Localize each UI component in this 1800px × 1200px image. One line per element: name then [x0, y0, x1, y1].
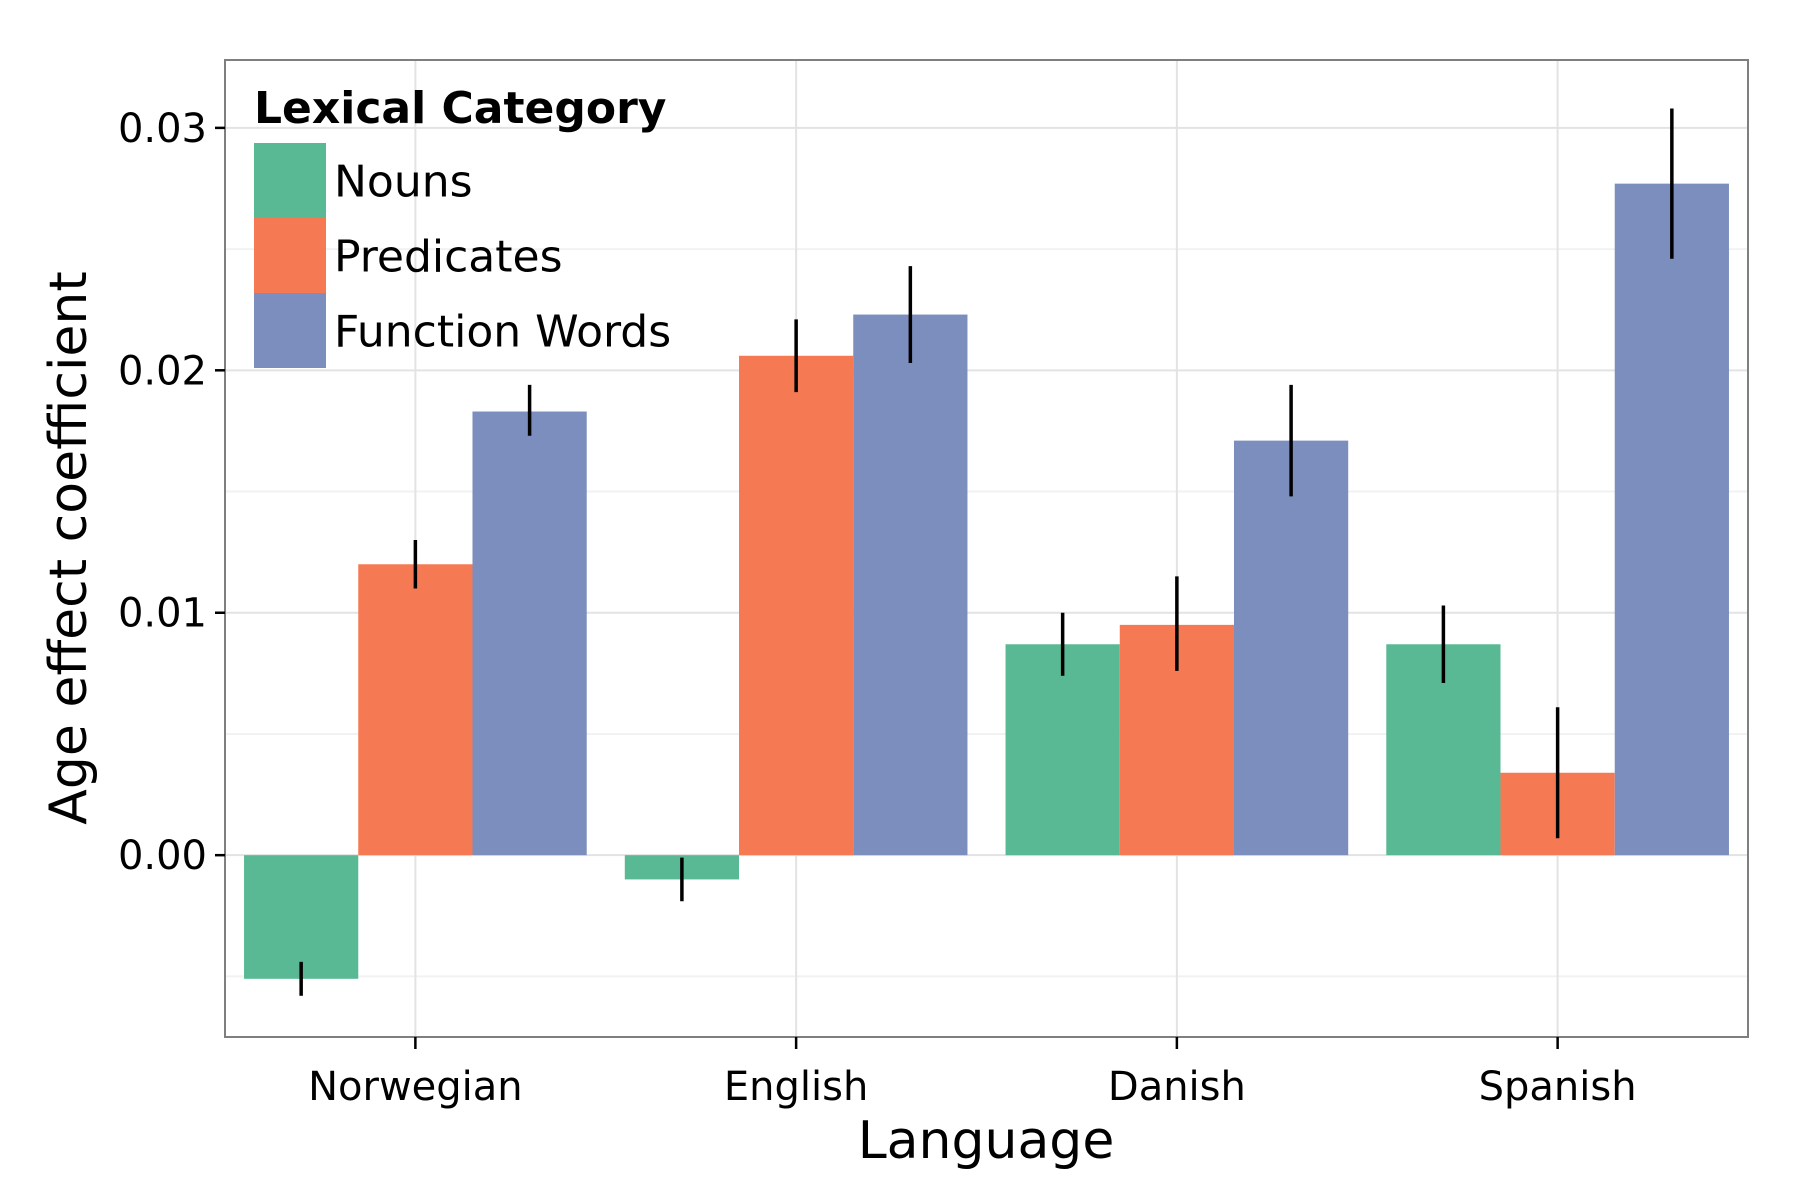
y-tick-label: 0.03 — [118, 106, 207, 152]
x-tick-label: Norwegian — [308, 1064, 523, 1110]
bars — [244, 183, 1729, 979]
bar-function-words-spanish — [1614, 183, 1729, 856]
legend-swatch-function-words — [254, 293, 326, 368]
legend-swatch-nouns — [254, 143, 326, 218]
y-tick-label: 0.02 — [118, 348, 207, 394]
bar-function-words-danish — [1233, 440, 1349, 856]
bar-predicates-english — [739, 355, 854, 856]
plot-border — [224, 59, 1749, 1038]
x-tick-label: Spanish — [1479, 1064, 1637, 1110]
x-axis-title: Language — [858, 1111, 1115, 1171]
x-axis: Norwegian English Danish Spanish — [308, 1037, 1637, 1110]
legend: Lexical Category Nouns Predicates Function… — [254, 83, 671, 368]
bar-function-words-english — [853, 314, 968, 856]
bar-predicates-norwegian — [358, 564, 473, 856]
legend-title: Lexical Category — [254, 83, 666, 134]
y-axis-title: Age effect coefficient — [39, 271, 99, 824]
x-tick-label: English — [724, 1064, 868, 1110]
x-tick-label: Danish — [1108, 1064, 1246, 1110]
y-axis: 0.00 0.01 0.02 0.03 — [118, 106, 225, 879]
legend-label-function-words: Function Words — [334, 307, 671, 358]
bar-function-words-norwegian — [472, 411, 587, 856]
bar-nouns-danish — [1005, 644, 1120, 856]
bar-nouns-norwegian — [244, 855, 359, 979]
legend-label-nouns: Nouns — [334, 157, 473, 208]
y-tick-label: 0.01 — [118, 591, 207, 637]
legend-label-predicates: Predicates — [334, 232, 563, 283]
legend-swatch-predicates — [254, 218, 326, 293]
error-bars — [299, 108, 1674, 996]
y-tick-label: 0.00 — [118, 833, 207, 879]
